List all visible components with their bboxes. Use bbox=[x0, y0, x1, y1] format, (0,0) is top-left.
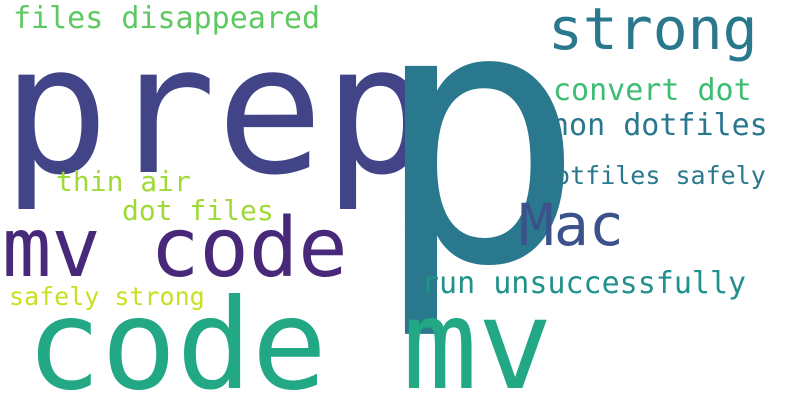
word-prep: prep bbox=[2, 7, 431, 214]
word-p: p bbox=[372, 0, 586, 344]
word-run-unsuccessfully: run unsuccessfully bbox=[421, 266, 747, 301]
word-non-dotfiles: non dotfiles bbox=[551, 108, 768, 143]
word-safely-strong: safely strong bbox=[9, 282, 205, 311]
word-thin-air: thin air bbox=[56, 165, 191, 198]
word-convert-dot: convert dot bbox=[553, 73, 752, 108]
word-code-mv: code mv bbox=[26, 273, 553, 400]
word-mv-code: mv code bbox=[2, 201, 348, 296]
word-files-disappeared: files disappeared bbox=[13, 1, 321, 36]
word-dot-files: dot files bbox=[122, 194, 274, 227]
word-mac: Mac bbox=[519, 191, 624, 259]
word-dotfiles-safely: dotfiles safely bbox=[540, 161, 766, 190]
word-strong: strong bbox=[548, 0, 758, 63]
